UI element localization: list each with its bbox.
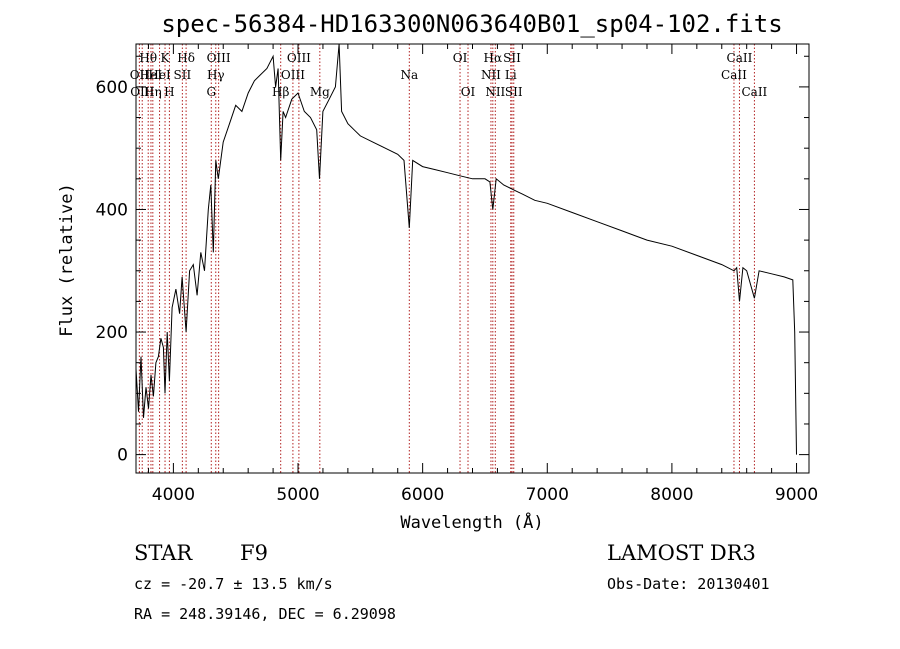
line-marker-label: OIII (207, 51, 231, 65)
line-marker-label: NII (481, 68, 501, 82)
redshift-readout: cz = -20.7 ± 13.5 km/s (134, 575, 333, 593)
line-marker-label: CaII (727, 51, 753, 65)
line-marker-label: HeI (140, 68, 163, 82)
spectral-line-labels: OIIOIIIHθHeIHηHeIKHSIIHδGHγOIIIHβOIIIOII… (130, 51, 768, 99)
line-marker-label: Hδ (177, 51, 195, 65)
line-marker-label: G (206, 85, 216, 99)
y-tick-label: 400 (96, 200, 128, 220)
coordinates-readout: RA = 248.39146, DEC = 6.29098 (134, 605, 396, 623)
line-marker-label: K (161, 51, 171, 65)
line-marker-label: Hη (144, 85, 162, 99)
line-marker-label: Li (505, 68, 517, 82)
line-marker-label: SII (174, 68, 192, 82)
x-tick-label: 9000 (775, 485, 818, 505)
object-class: STAR (134, 541, 193, 565)
x-tick-label: 7000 (526, 485, 569, 505)
line-marker-label: Na (400, 68, 418, 82)
spectral-line-markers (138, 44, 755, 473)
line-marker-label: Hα (484, 51, 503, 65)
line-marker-label: HeI (148, 68, 171, 82)
object-subclass: F9 (240, 541, 268, 565)
survey-name: LAMOST DR3 (607, 541, 756, 565)
line-marker-label: CaII (741, 85, 767, 99)
line-marker-label: OIII (281, 68, 305, 82)
line-marker-label: SII (503, 51, 521, 65)
x-tick-label: 8000 (650, 485, 693, 505)
line-marker-label: NII (485, 85, 505, 99)
line-marker-label: OI (461, 85, 476, 99)
line-marker-label: H (164, 85, 174, 99)
y-axis-title: Flux (relative) (57, 183, 77, 337)
y-tick-label: 200 (96, 323, 128, 343)
line-marker-label: OII (130, 68, 150, 82)
y-tick-label: 600 (96, 78, 128, 98)
line-marker-label: OIII (287, 51, 311, 65)
line-marker-label: Hβ (272, 85, 289, 99)
line-marker-label: SII (505, 85, 523, 99)
x-axis-ticks: 4000 5000 6000 7000 8000 9000 (147, 44, 818, 505)
y-tick-label: 0 (117, 446, 128, 466)
y-axis-ticks: 0 200 400 600 (96, 55, 809, 466)
x-tick-label: 4000 (152, 485, 195, 505)
flux-line (135, 43, 797, 455)
line-marker-label: CaII (721, 68, 747, 82)
line-marker-label: Mg (310, 85, 330, 99)
x-tick-label: 5000 (276, 485, 319, 505)
x-tick-label: 6000 (401, 485, 444, 505)
x-axis-title: Wavelength (Å) (400, 511, 543, 533)
line-marker-label: Hθ (139, 51, 157, 65)
line-marker-label: OI (453, 51, 468, 65)
chart-title: spec-56384-HD163300N063640B01_sp04-102.f… (161, 10, 782, 38)
observation-date: Obs-Date: 20130401 (607, 575, 770, 593)
plot-frame (135, 43, 810, 474)
line-marker-label: Hγ (207, 68, 225, 82)
